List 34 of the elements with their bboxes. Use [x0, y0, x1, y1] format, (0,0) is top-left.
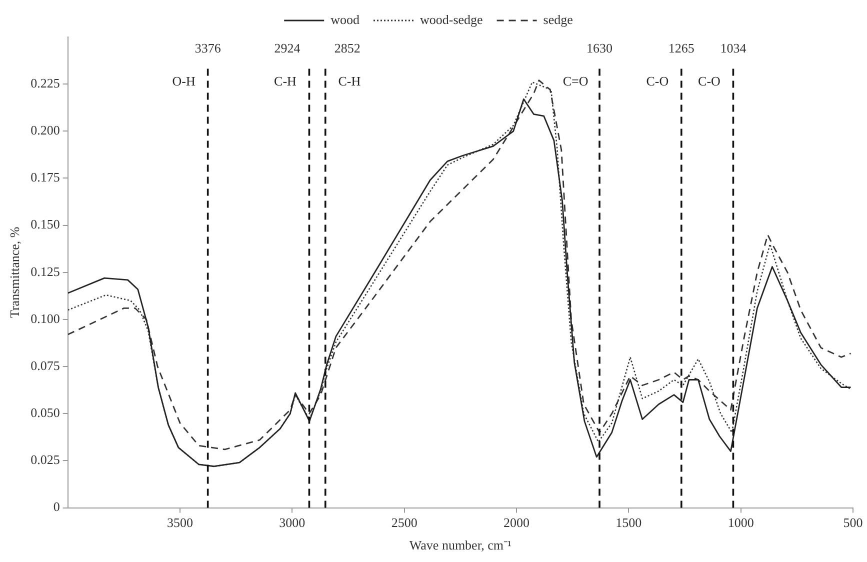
y-tick-label: 0.050	[30, 405, 60, 420]
annotation: C-O	[646, 73, 669, 88]
legend-label: wood-sedge	[420, 12, 484, 27]
x-axis-title: Wave number, cm⁻¹	[409, 538, 512, 553]
y-tick-label: 0.225	[30, 76, 60, 90]
ref-line-label: 1265	[668, 40, 694, 56]
y-tick-label: 0.025	[30, 452, 60, 468]
annotation: C-H	[274, 73, 296, 88]
y-tick-label: 0.075	[30, 358, 60, 373]
ref-line-label: 2852	[334, 40, 360, 56]
y-tick-label: 0.100	[30, 310, 60, 326]
ref-line-label: 2924	[274, 40, 301, 56]
y-tick-label: 0.175	[30, 170, 60, 185]
annotation: C-O	[698, 73, 720, 88]
y-tick-label: 0.125	[30, 264, 60, 279]
ref-line-label: 3376	[194, 40, 222, 56]
legend-label: sedge	[543, 12, 574, 27]
ref-line-label: 1630	[586, 40, 613, 56]
y-axis-title: Transmittance, %	[7, 226, 22, 318]
x-tick-label: 3500	[167, 515, 194, 530]
y-tick-label: 0	[53, 499, 60, 514]
y-tick-label: 0.200	[30, 122, 60, 138]
y-tick-label: 0.150	[30, 216, 60, 232]
x-tick-label: 2000	[504, 515, 530, 530]
legend-label: wood	[330, 12, 360, 27]
x-tick-label: 1000	[728, 515, 754, 530]
ref-line-label: 1034	[720, 40, 747, 56]
x-tick-label: 1500	[616, 515, 642, 530]
x-tick-label: 3000	[279, 515, 306, 530]
annotation: O-H	[172, 73, 196, 88]
x-tick-label: 500	[843, 515, 863, 530]
annotation: C=O	[562, 73, 588, 88]
x-tick-label: 2500	[391, 515, 418, 530]
annotation: C-H	[338, 73, 361, 88]
